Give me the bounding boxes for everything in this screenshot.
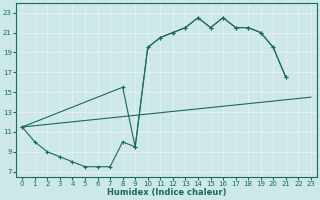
X-axis label: Humidex (Indice chaleur): Humidex (Indice chaleur): [107, 188, 226, 197]
